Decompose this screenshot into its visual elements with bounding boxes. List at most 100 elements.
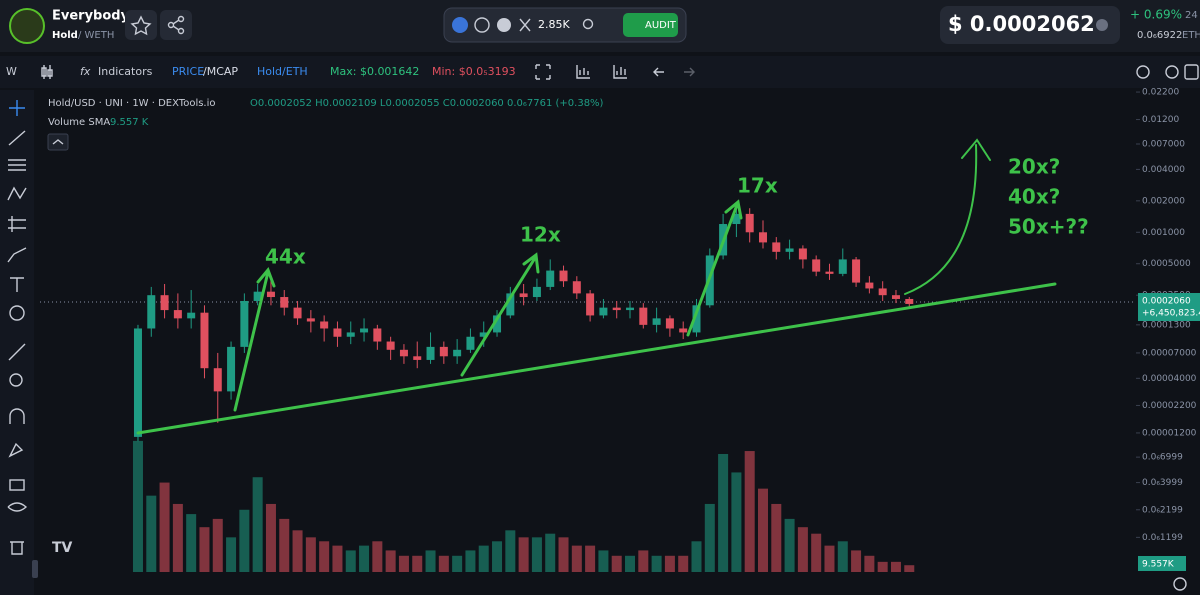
redo-button[interactable]: [684, 67, 695, 77]
volume-bar: [585, 545, 596, 572]
telegram-link[interactable]: [497, 18, 511, 32]
hide-tool[interactable]: [7, 502, 28, 512]
share-button[interactable]: [160, 10, 192, 40]
pair-quote: / WETH: [78, 30, 114, 41]
audit-button[interactable]: [623, 13, 678, 37]
measure-tool[interactable]: [8, 343, 26, 361]
projection-tool[interactable]: [8, 216, 26, 232]
arrow-12x: [460, 252, 540, 377]
lock-tool[interactable]: [9, 479, 25, 491]
y-tick-label: 0.007000: [1142, 140, 1185, 150]
collapse-icon: [52, 139, 64, 145]
candle-body: [293, 307, 302, 319]
y-tick-label: 0.02200: [1142, 88, 1179, 98]
bars-button[interactable]: [613, 65, 627, 79]
candle-body: [852, 259, 861, 283]
text-tool[interactable]: [10, 277, 24, 292]
chart-type-button[interactable]: [41, 65, 53, 79]
replay-button[interactable]: [1136, 65, 1150, 79]
axis-settings[interactable]: [1173, 577, 1187, 591]
emoji-tool[interactable]: [9, 305, 25, 321]
y-tick-label: 0.00002200: [1142, 401, 1197, 411]
indicators-button[interactable]: Indicators: [98, 65, 153, 78]
info-icon[interactable]: [1096, 19, 1108, 31]
volume-bar: [664, 555, 675, 572]
annotation: 40x?: [1008, 185, 1060, 209]
candle-body: [878, 288, 887, 296]
candle-body: [599, 307, 608, 316]
candle-body: [253, 291, 262, 301]
volume-bar: [651, 555, 662, 572]
zoom-tool[interactable]: [9, 373, 23, 387]
eth-label: ETH: [1182, 30, 1200, 41]
volume-bar: [492, 541, 503, 572]
token-name: Everybody: [52, 9, 130, 24]
volume-sma-tag: [1138, 556, 1186, 571]
volume-bar: [159, 482, 170, 572]
candle-body: [479, 332, 488, 337]
volume-bar: [744, 451, 755, 572]
candle-body: [546, 270, 555, 287]
arrow-projection: [904, 138, 991, 295]
mcap-mode[interactable]: /MCAP: [203, 65, 238, 78]
fib-tool[interactable]: [8, 159, 26, 171]
magnet-tool[interactable]: [9, 408, 25, 424]
crosshair-tool[interactable]: [9, 100, 25, 116]
website-link[interactable]: [474, 17, 490, 33]
y-tick-label: 0.0005000: [1142, 259, 1191, 269]
fullscreen-button[interactable]: [535, 64, 551, 80]
price-mode[interactable]: PRICE: [172, 65, 204, 78]
compare-button[interactable]: [576, 65, 590, 79]
interval-button[interactable]: W: [6, 65, 17, 78]
volume-bar: [704, 503, 715, 572]
volume-sma-label: Volume SMA: [48, 117, 110, 128]
x-link[interactable]: [519, 18, 531, 32]
pattern-tool[interactable]: [7, 186, 27, 201]
stay-drawing-tool[interactable]: [8, 442, 24, 458]
snapshot-button[interactable]: [1184, 64, 1199, 80]
candle-body: [160, 295, 169, 311]
candle-body: [626, 307, 635, 311]
trash-tool[interactable]: [10, 541, 24, 555]
candle-body: [200, 312, 209, 369]
chart-title: Hold/USD · UNI · 1W · DEXTools.io: [48, 98, 216, 109]
search-icon[interactable]: [582, 18, 594, 30]
volume-bar: [212, 518, 223, 572]
trendline-tool[interactable]: [8, 130, 26, 146]
candle-body: [572, 281, 581, 294]
brush-tool[interactable]: [7, 247, 27, 263]
candle-body: [758, 232, 767, 243]
volume-bar: [265, 503, 276, 572]
candle-body: [173, 310, 182, 319]
volume-sma-value: 9.557 K: [110, 117, 149, 128]
pair-toggle[interactable]: Hold/ETH: [257, 65, 308, 78]
volume-bar: [718, 453, 729, 572]
candle-body: [187, 312, 196, 319]
min-price: Min: $0.0₅3193: [432, 65, 516, 78]
volume-bar: [412, 555, 423, 572]
annotation: 20x?: [1008, 155, 1060, 179]
pair-base: Hold: [52, 30, 78, 41]
fx-icon: fx: [80, 65, 91, 78]
volume-bar: [638, 550, 649, 572]
y-tick-label: 0.001000: [1142, 228, 1185, 238]
volume-bar: [478, 545, 489, 572]
settings-button[interactable]: [1165, 65, 1179, 79]
volume-bar: [851, 550, 862, 572]
tradingview-logo: TV: [52, 540, 73, 556]
candle-body: [266, 291, 275, 298]
favorite-button[interactable]: [125, 10, 157, 40]
candle-body: [426, 346, 435, 360]
volume-bar: [678, 555, 689, 572]
annotation: 50x+??: [1008, 215, 1089, 239]
dextools-link[interactable]: [452, 17, 468, 33]
scroll-handle[interactable]: [32, 560, 38, 578]
candle-body: [346, 332, 355, 337]
candle-body: [227, 346, 236, 392]
y-tick-label: 0.00001200: [1142, 428, 1197, 438]
candle-body: [865, 282, 874, 289]
undo-button[interactable]: [653, 67, 664, 77]
candle-body: [240, 300, 249, 347]
volume-bar: [385, 550, 396, 572]
collapse-button[interactable]: [47, 133, 69, 151]
